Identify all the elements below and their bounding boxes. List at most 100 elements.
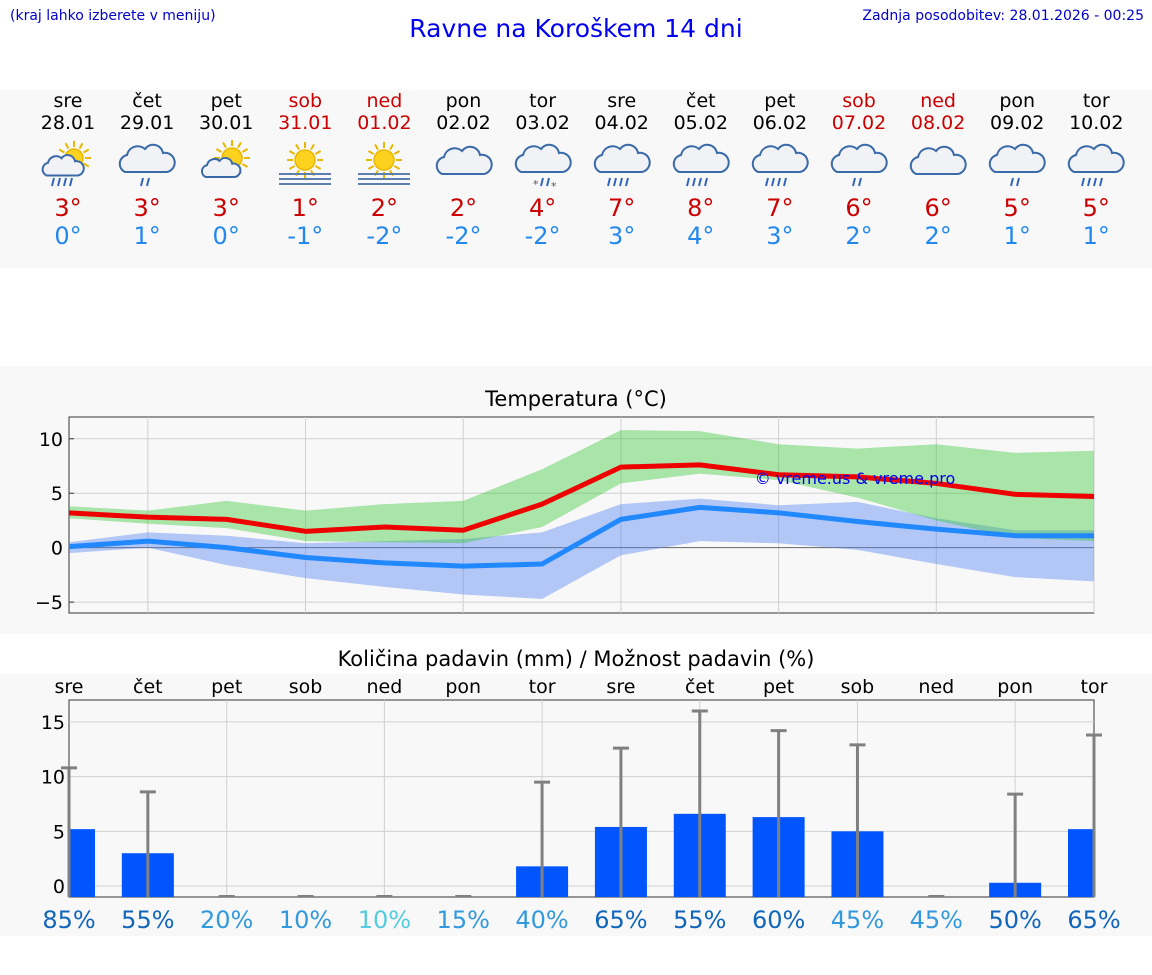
day-date: 31.01 <box>278 112 333 134</box>
temp-max: 6° <box>924 194 952 222</box>
precip-chance: 50% <box>988 906 1041 934</box>
temp-min: 0° <box>54 222 82 250</box>
category-label: ned <box>918 676 954 698</box>
min-temp-line <box>68 504 1094 569</box>
day-name: čet <box>132 90 162 112</box>
category-label: sre <box>606 676 635 698</box>
temp-max: 3° <box>133 194 161 222</box>
category-label: pet <box>763 676 794 698</box>
temp-min: -2° <box>445 222 482 250</box>
temp-min: 1° <box>1082 222 1110 250</box>
day-date: 07.02 <box>831 112 887 134</box>
day-date: 02.02 <box>436 112 491 134</box>
cloud-icon <box>909 145 967 175</box>
precip-chance: 55% <box>121 906 174 934</box>
y-tick-label: 10 <box>39 429 63 451</box>
day-name: čet <box>686 90 716 112</box>
day-forecast: pon 02.02 2° -2° <box>424 90 504 250</box>
day-forecast: sre 28.01 3° 0° <box>28 90 108 250</box>
svg-text:*: * <box>551 180 557 192</box>
header-left-note[interactable]: (kraj lahko izberete v meniju) <box>10 8 216 24</box>
daily-forecast: sre 28.01 3° 0° čet 29.01 3° 1° pet 30.01 3° 0° sob 3… <box>0 90 1152 260</box>
day-forecast: sre 04.02 7° 3° <box>582 90 662 250</box>
temp-max: 5° <box>1003 194 1031 222</box>
precip-chance: 60% <box>752 906 805 934</box>
day-date: 30.01 <box>198 112 254 134</box>
temperature-chart: 10 5 0 −5 © vreme.us & vreme.pro <box>35 416 1095 614</box>
category-label: čet <box>685 676 715 698</box>
day-date: 08.02 <box>910 112 966 134</box>
cloud-sleet-icon: * * <box>514 143 572 192</box>
category-label: pet <box>211 676 242 698</box>
temp-max: 3° <box>54 194 82 222</box>
day-name: tor <box>1082 90 1110 112</box>
cloud-heavy-rain-icon <box>1068 143 1125 187</box>
day-date: 03.02 <box>515 112 570 134</box>
day-forecast: ned 01.02 2° -2° <box>344 90 424 250</box>
watermark: © vreme.us & vreme.pro <box>755 469 956 488</box>
precip-chance: 10% <box>358 906 411 934</box>
sun-cloud-icon <box>201 140 251 178</box>
day-name: ned <box>920 90 956 112</box>
y-tick-label: 0 <box>51 538 63 560</box>
day-forecast: pon 09.02 5° 1° <box>977 90 1057 250</box>
plot-area <box>68 699 1095 898</box>
day-forecast: ned 08.02 6° 2° <box>898 90 978 250</box>
day-name: pet <box>764 90 796 112</box>
day-forecast: čet 29.01 3° 1° <box>107 90 187 250</box>
cloud-heavy-rain-icon <box>593 143 651 187</box>
temp-max: 6° <box>845 194 873 222</box>
day-name: ned <box>366 90 403 112</box>
y-tick-label: 5 <box>51 483 63 505</box>
temp-min: -1° <box>287 222 324 250</box>
category-label: tor <box>529 676 556 698</box>
category-label: sre <box>55 676 84 698</box>
day-name: pon <box>445 90 482 112</box>
day-forecast: tor 10.02 5° 1° <box>1056 90 1136 250</box>
temp-max: 7° <box>766 194 794 222</box>
y-tick-label: 0 <box>53 876 65 898</box>
day-name: sob <box>842 90 876 112</box>
day-name: sre <box>53 90 83 112</box>
precip-chance: 10% <box>279 906 332 934</box>
category-label: ned <box>366 676 402 698</box>
y-tick-label: −5 <box>35 592 63 614</box>
temp-min: 2° <box>924 222 952 250</box>
precip-bar <box>1068 829 1094 897</box>
cloud-heavy-rain-icon <box>751 143 809 187</box>
day-name: sre <box>607 90 637 112</box>
temp-max: 7° <box>608 194 636 222</box>
precip-chance: 20% <box>200 906 253 934</box>
temp-max: 2° <box>370 194 399 222</box>
precip-chance: 45% <box>831 906 884 934</box>
temp-max: 8° <box>687 194 715 222</box>
day-name: pet <box>210 90 242 112</box>
temp-chart-title: Temperatura (°C) <box>485 387 667 411</box>
category-label: sob <box>841 676 875 698</box>
precip-chance: 55% <box>673 906 726 934</box>
page-title: Ravne na Koroškem 14 dni <box>409 14 743 43</box>
day-date: 05.02 <box>673 112 728 134</box>
day-name: sob <box>288 90 323 112</box>
cloud-icon <box>435 145 493 175</box>
day-date: 04.02 <box>594 112 649 134</box>
day-name: tor <box>529 90 557 112</box>
cloud-rain-icon <box>830 143 888 187</box>
day-date: 28.01 <box>40 112 96 134</box>
y-tick-label: 10 <box>41 767 65 789</box>
svg-text:*: * <box>533 178 539 191</box>
sun-cloud-rain-icon <box>41 141 91 187</box>
category-label: pon <box>997 676 1033 698</box>
day-forecast: pet 06.02 7° 3° <box>740 90 820 250</box>
min-range-band <box>69 498 1094 599</box>
temp-min: 2° <box>845 222 873 250</box>
temp-min: -2° <box>366 222 403 250</box>
category-label: tor <box>1081 676 1108 698</box>
temp-min: 3° <box>608 222 636 250</box>
temp-min: -2° <box>524 222 561 250</box>
temp-max: 4° <box>528 194 557 222</box>
temp-min: 3° <box>766 222 794 250</box>
last-update: Zadnja posodobitev: 28.01.2026 - 00:25 <box>862 8 1144 24</box>
max-temp-line <box>68 462 1095 534</box>
sun-fog-icon <box>358 142 411 185</box>
